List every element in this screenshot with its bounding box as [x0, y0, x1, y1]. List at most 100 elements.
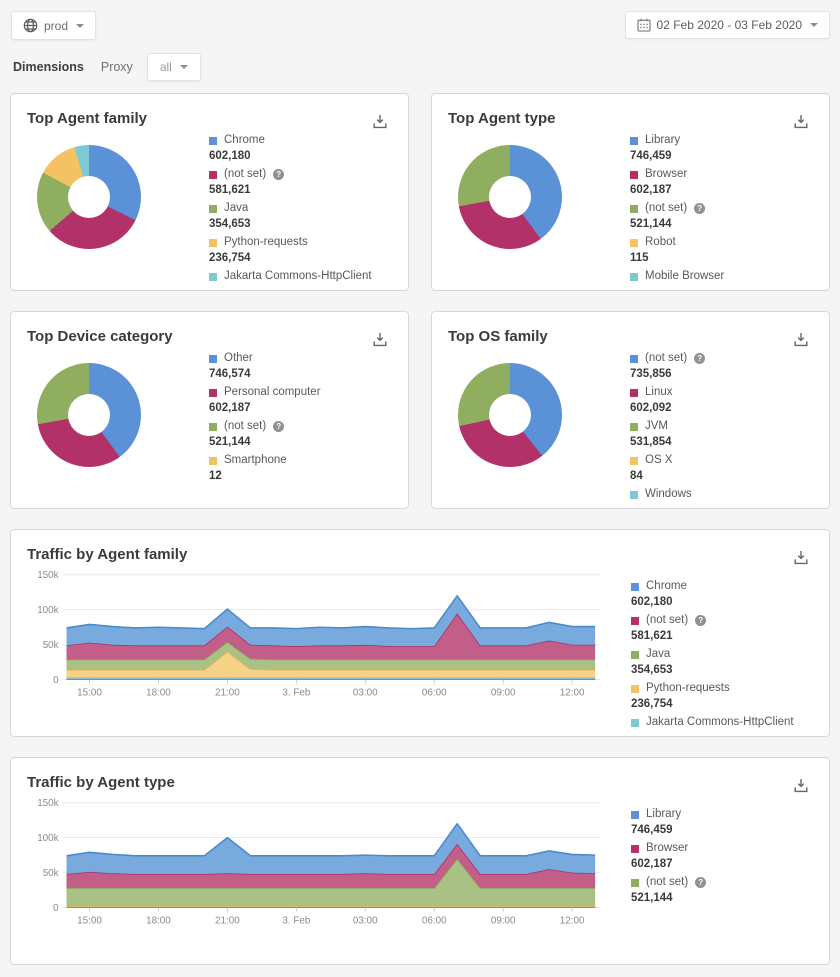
legend-label: Personal computer — [224, 386, 321, 398]
legend-label: Library — [645, 134, 681, 146]
legend-item: Java 354,653 — [209, 201, 372, 232]
svg-text:0: 0 — [53, 675, 59, 686]
download-icon[interactable] — [793, 114, 809, 129]
legend-label: Python-requests — [646, 682, 730, 694]
legend-item: Chrome 602,180 — [209, 133, 372, 164]
card-title: Traffic by Agent type — [27, 774, 175, 791]
caret-down-icon — [179, 65, 188, 69]
download-icon[interactable] — [793, 550, 809, 565]
legend-swatch — [630, 170, 638, 179]
help-icon[interactable]: ? — [695, 615, 707, 626]
stacked-area-chart[interactable]: 0 50k 100k 150k 15:00 18:00 21:00 3. Feb 03:00 06… — [27, 795, 605, 933]
legend-label: (not set) — [224, 168, 267, 180]
svg-text:0: 0 — [53, 903, 59, 914]
legend-item: Jakarta Commons-HttpClient — [631, 715, 813, 730]
area-card-body: 0 50k 100k 150k 15:00 18:00 21:00 3. Feb 03:00 06… — [27, 795, 813, 933]
legend-value: 115 — [630, 252, 649, 264]
help-icon[interactable]: ? — [273, 421, 285, 432]
legend-item: (not set)? 521,144 — [630, 201, 724, 232]
legend-label-row: Robot — [630, 235, 724, 250]
legend-label: Python-requests — [224, 236, 308, 248]
legend: Chrome 602,180 (not set)? 581,621 Java 354,65… — [631, 579, 813, 732]
legend-value: 12 — [209, 470, 222, 482]
legend-label-row: Python-requests — [209, 235, 372, 250]
legend-swatch — [209, 422, 217, 431]
card-top-os-family: Top OS family (not set)? 735,856 Linux 602,0… — [431, 311, 830, 509]
calendar-icon — [636, 18, 651, 32]
legend-value: 746,459 — [630, 150, 672, 162]
legend-item: Jakarta Commons-HttpClient — [209, 269, 372, 284]
stacked-area-chart[interactable]: 0 50k 100k 150k 15:00 18:00 21:00 3. Feb 03:00 06… — [27, 567, 605, 705]
help-icon[interactable]: ? — [694, 353, 706, 364]
help-icon[interactable]: ? — [273, 169, 285, 180]
download-icon[interactable] — [793, 332, 809, 347]
download-icon[interactable] — [372, 114, 388, 129]
environment-selector[interactable]: prod — [11, 11, 97, 40]
legend-swatch — [209, 136, 217, 145]
legend-swatch — [630, 388, 638, 397]
legend-label: Mobile Browser — [645, 270, 725, 282]
legend-item: Windows — [630, 487, 705, 502]
proxy-label: Proxy — [100, 60, 133, 74]
download-icon[interactable] — [793, 778, 809, 793]
pie-card-body: (not set)? 735,856 Linux 602,092 JVM 531,854 O… — [448, 351, 813, 504]
legend-item: Linux 602,092 — [630, 385, 705, 416]
legend-swatch — [630, 204, 638, 213]
download-icon[interactable] — [372, 332, 388, 347]
card-title: Top Agent type — [448, 110, 556, 127]
legend-label-row: Linux — [630, 385, 705, 400]
legend-label: Linux — [645, 386, 673, 398]
svg-text:50k: 50k — [43, 868, 59, 879]
proxy-filter-dropdown[interactable]: all — [146, 53, 201, 81]
legend-item: Browser 602,187 — [631, 841, 813, 872]
card-top-device-category: Top Device category Other 746,574 Personal … — [10, 311, 409, 509]
donut-chart[interactable] — [458, 145, 562, 249]
date-range-picker[interactable]: 02 Feb 2020 - 03 Feb 2020 — [624, 11, 830, 39]
legend: Other 746,574 Personal computer 602,187 (not… — [209, 351, 321, 487]
legend-label-row: (not set)? — [630, 201, 724, 216]
legend-swatch — [631, 650, 639, 659]
legend-label-row: (not set)? — [209, 419, 321, 434]
help-icon[interactable]: ? — [695, 877, 707, 888]
svg-text:21:00: 21:00 — [215, 915, 240, 926]
donut-chart[interactable] — [37, 363, 141, 467]
dimensions-label: Dimensions — [13, 60, 84, 74]
help-icon[interactable]: ? — [694, 203, 706, 214]
svg-text:18:00: 18:00 — [146, 915, 171, 926]
card-title: Top Agent family — [27, 110, 147, 127]
legend-label: Smartphone — [224, 454, 287, 466]
legend-value: 602,187 — [209, 402, 251, 414]
legend-item: (not set)? 521,144 — [209, 419, 321, 450]
legend-item: Chrome 602,180 — [631, 579, 813, 610]
card-title: Top OS family — [448, 328, 548, 345]
svg-text:12:00: 12:00 — [560, 687, 585, 698]
legend-swatch — [630, 422, 638, 431]
legend-label: JVM — [645, 420, 668, 432]
legend-item: Python-requests 236,754 — [209, 235, 372, 266]
donut-chart[interactable] — [37, 145, 141, 249]
legend-item: JVM 531,854 — [630, 419, 705, 450]
legend-item: (not set)? 521,144 — [631, 875, 813, 906]
legend-label: (not set) — [646, 876, 689, 888]
legend-item: Robot 115 — [630, 235, 724, 266]
legend-label: Robot — [645, 236, 676, 248]
legend-swatch — [630, 354, 638, 363]
legend-swatch — [630, 136, 638, 145]
legend-swatch — [631, 878, 639, 887]
legend-label-row: Windows — [630, 487, 705, 502]
legend-label-row: (not set)? — [631, 875, 813, 890]
svg-text:21:00: 21:00 — [215, 687, 240, 698]
legend: Library 746,459 Browser 602,187 (not set)? 52… — [631, 807, 813, 909]
legend-label-row: Chrome — [631, 579, 813, 594]
legend-value: 602,180 — [631, 596, 673, 608]
dashboard-cards: Top Agent family Chrome 602,180 (not set)? 5… — [0, 81, 840, 977]
legend-label: Browser — [645, 168, 688, 180]
legend-label: Other — [224, 352, 253, 364]
donut-chart[interactable] — [458, 363, 562, 467]
legend-label-row: Browser — [630, 167, 724, 182]
proxy-filter-value: all — [159, 60, 172, 74]
card-top-agent-type: Top Agent type Library 746,459 Browser 602,1… — [431, 93, 830, 291]
legend-value: 602,187 — [630, 184, 672, 196]
globe-icon — [23, 18, 38, 33]
svg-text:12:00: 12:00 — [560, 915, 585, 926]
